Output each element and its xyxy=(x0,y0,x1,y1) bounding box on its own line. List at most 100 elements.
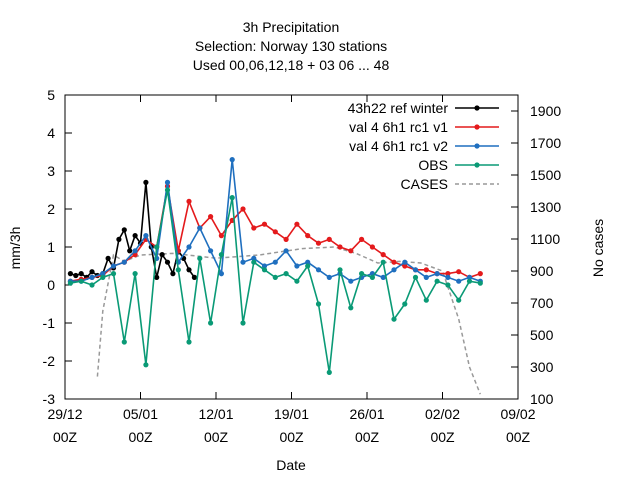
y-tick-label: 0 xyxy=(47,277,55,293)
series-val-4-6h1-rc1-v1-point xyxy=(359,236,365,242)
series-43h22-ref-winter-point xyxy=(143,179,149,185)
y-tick-label: -2 xyxy=(43,353,56,369)
series-val-4-6h1-rc1-v2-point xyxy=(272,259,278,265)
series-43h22-ref-winter-point xyxy=(159,252,165,258)
legend-label: val 4 6h1 rc1 v1 xyxy=(349,119,448,135)
series-obs-point xyxy=(208,320,214,326)
series-obs-point xyxy=(251,259,257,265)
series-val-4-6h1-rc1-v2-point xyxy=(164,179,171,185)
x-tick-label: 29/12 xyxy=(47,406,82,422)
series-obs-point xyxy=(186,339,192,345)
axis-ticks: -3 -2 -1 0 1 2 3 4 5 100 300 500 700 900 1100 1300 1500 1… xyxy=(43,87,562,445)
series-val-4-6h1-rc1-v2-point xyxy=(412,267,419,273)
series-obs-point xyxy=(121,339,127,345)
series-43h22-ref-winter-point xyxy=(121,227,127,233)
series-obs-point xyxy=(272,274,278,280)
series-obs-point xyxy=(380,259,386,265)
series-val-4-6h1-rc1-v2-point xyxy=(283,248,289,254)
series-43h22-ref-winter-point xyxy=(164,259,171,265)
x-tick-label: 05/01 xyxy=(123,406,158,422)
x-tick-label: 09/02 xyxy=(500,406,535,422)
series-val-4-6h1-rc1-v2-point xyxy=(229,157,235,163)
series-val-4-6h1-rc1-v1-point xyxy=(186,198,192,204)
series-val-4-6h1-rc1-v1-point xyxy=(261,221,268,227)
series-obs-point xyxy=(466,278,473,284)
series-43h22-ref-winter-point xyxy=(105,255,111,261)
series-obs-point xyxy=(412,274,419,280)
y2-tick-label: 1300 xyxy=(530,199,561,215)
x-tick-label: 00Z xyxy=(279,429,304,445)
y-tick-label: 3 xyxy=(47,163,55,179)
series-val-4-6h1-rc1-v2-point xyxy=(380,274,386,280)
series-val-4-6h1-rc1-v2-point xyxy=(315,267,322,273)
series-43h22-ref-winter-point xyxy=(73,272,79,279)
series-val-4-6h1-rc1-v1-point xyxy=(369,244,375,250)
y-tick-label: 5 xyxy=(47,87,55,103)
legend-label: val 4 6h1 rc1 v2 xyxy=(349,138,448,154)
series-val-4-6h1-rc1-v1-point xyxy=(391,259,397,265)
y2-tick-label: 100 xyxy=(530,391,554,407)
series-obs-point xyxy=(197,255,203,261)
x-tick-label: 00Z xyxy=(128,429,153,445)
series-val-4-6h1-rc1-v2-point xyxy=(110,263,117,269)
series-obs-point xyxy=(100,274,106,280)
series-obs-point xyxy=(143,362,149,368)
series-obs-point xyxy=(89,282,95,288)
legend-label: CASES xyxy=(401,176,448,192)
series-43h22-ref-winter-point xyxy=(67,271,73,277)
series-val-4-6h1-rc1-v2-point xyxy=(143,233,149,239)
series-val-4-6h1-rc1-v2-point xyxy=(466,274,473,280)
y-tick-label: -3 xyxy=(43,391,56,407)
x-tick-label: 26/01 xyxy=(349,406,384,422)
series-val-4-6h1-rc1-v1-point xyxy=(218,233,224,239)
series-val-4-6h1-rc1-v1-point xyxy=(240,206,246,212)
series-val-4-6h1-rc1-v1-point xyxy=(326,236,332,242)
legend-label: OBS xyxy=(418,157,448,173)
legend-swatch-point xyxy=(474,162,480,168)
series-43h22-ref-winter-point xyxy=(89,269,95,275)
series-val-4-6h1-rc1-v2-point xyxy=(186,244,192,250)
legend: 43h22 ref winter val 4 6h1 rc1 v1 val 4 6h… xyxy=(348,100,499,192)
series-val-4-6h1-rc1-v2-point xyxy=(197,225,203,231)
series-obs-point xyxy=(110,271,117,277)
series-43h22-ref-winter-point xyxy=(116,236,122,242)
series-val-4-6h1-rc1-v2-point xyxy=(294,263,300,269)
y2-axis-label: No cases xyxy=(590,219,606,277)
series-obs-point xyxy=(305,263,311,269)
series-43h22-ref-winter-point xyxy=(186,267,192,273)
series-val-4-6h1-rc1-v2-point xyxy=(305,259,311,265)
series-val-4-6h1-rc1-v1-point xyxy=(445,271,451,277)
series-obs-point xyxy=(175,267,181,273)
y-tick-label: 4 xyxy=(47,125,55,141)
series-val-4-6h1-rc1-v2-point xyxy=(240,259,246,265)
series-obs-point xyxy=(283,271,289,277)
x-tick-label: 12/01 xyxy=(198,406,233,422)
series-val-4-6h1-rc1-v1-point xyxy=(294,221,300,227)
y2-tick-label: 500 xyxy=(530,327,554,343)
plot-frame xyxy=(64,94,519,400)
y-axis-label: mm/3h xyxy=(7,227,23,270)
series-val-4-6h1-rc1-v1-point xyxy=(283,236,289,242)
title-line-1: 3h Precipitation xyxy=(243,19,340,35)
series-obs-point xyxy=(164,187,171,193)
series-val-4-6h1-rc1-v1-point xyxy=(380,252,386,258)
series-obs-point xyxy=(154,244,160,250)
y-tick-label: 1 xyxy=(47,239,55,255)
series-obs-point xyxy=(423,297,429,303)
series-val-4-6h1-rc1-v1-point xyxy=(315,240,322,246)
title-line-2: Selection: Norway 130 stations xyxy=(195,38,387,54)
series-val-4-6h1-rc1-v2-point xyxy=(391,267,397,273)
title-line-3: Used 00,06,12,18 + 03 06 ... 48 xyxy=(193,57,390,73)
legend-swatch-point xyxy=(474,105,480,111)
series-val-4-6h1-rc1-v2-point xyxy=(402,259,408,265)
series-obs-point xyxy=(445,282,451,288)
series-43h22-ref-winter-point xyxy=(154,274,160,280)
y2-tick-label: 700 xyxy=(530,295,554,311)
series-obs-line xyxy=(70,189,481,373)
series-obs-point xyxy=(261,267,268,273)
series-obs-point xyxy=(294,278,300,284)
series-obs-point xyxy=(402,301,408,307)
series-val-4-6h1-rc1-v2-point xyxy=(445,274,451,280)
series-obs-point xyxy=(456,297,462,303)
series-val-4-6h1-rc1-v1-point xyxy=(251,225,257,231)
